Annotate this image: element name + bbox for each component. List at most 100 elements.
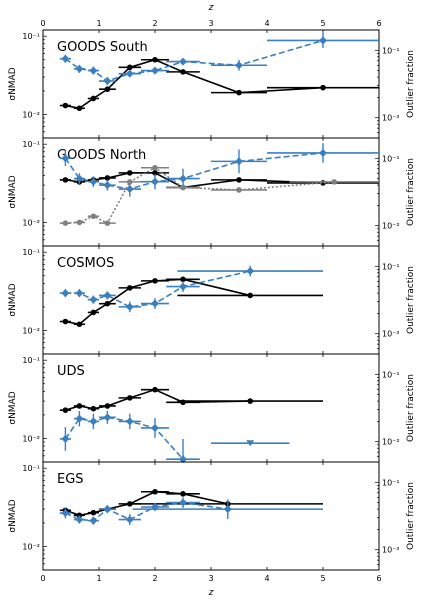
right-y-tick-label: 10⁻² bbox=[382, 438, 400, 447]
data-point bbox=[104, 86, 111, 93]
data-point bbox=[103, 77, 112, 86]
x-tick-label: 6 bbox=[376, 574, 381, 583]
data-point bbox=[179, 282, 187, 291]
left-y-axis-label: σNMAD bbox=[8, 175, 18, 208]
data-point bbox=[76, 512, 83, 519]
left-y-tick-label: 10⁻² bbox=[22, 326, 40, 335]
top-x-tick-label: 6 bbox=[376, 19, 381, 28]
data-point bbox=[235, 157, 243, 166]
data-point bbox=[104, 220, 111, 226]
data-point bbox=[151, 177, 159, 186]
data-point bbox=[180, 184, 186, 191]
data-point bbox=[76, 403, 83, 409]
series-outlier-upper bbox=[211, 440, 290, 447]
right-y-axis-label: Outlier fraction bbox=[406, 50, 416, 118]
data-point bbox=[151, 66, 159, 75]
series-outlier bbox=[59, 265, 323, 313]
data-point bbox=[75, 174, 84, 183]
data-point bbox=[180, 69, 186, 75]
data-point bbox=[152, 164, 158, 171]
x-tick-label: 4 bbox=[264, 574, 269, 583]
data-point bbox=[89, 177, 98, 186]
panel-title: GOODS North bbox=[57, 148, 146, 163]
left-y-axis-label: σNMAD bbox=[8, 391, 18, 424]
data-point bbox=[61, 54, 70, 63]
data-point bbox=[62, 407, 69, 413]
right-y-tick-label: 10⁻¹ bbox=[382, 46, 400, 55]
data-point bbox=[331, 179, 338, 185]
data-point bbox=[127, 64, 133, 71]
data-point bbox=[90, 309, 97, 316]
left-y-tick-label: 10⁻¹ bbox=[22, 248, 40, 257]
data-point bbox=[125, 515, 134, 524]
series-line bbox=[65, 270, 251, 308]
data-point bbox=[104, 300, 111, 307]
left-y-tick-label: 10⁻¹ bbox=[22, 32, 40, 41]
data-point bbox=[320, 84, 326, 91]
series-nmad bbox=[59, 56, 379, 112]
data-point bbox=[125, 302, 134, 311]
x-tick-label: 3 bbox=[208, 574, 213, 583]
series-line bbox=[65, 166, 335, 225]
data-point bbox=[125, 417, 134, 426]
series-line bbox=[64, 416, 184, 460]
data-point bbox=[104, 403, 111, 409]
data-point bbox=[152, 170, 158, 176]
data-point bbox=[89, 417, 98, 426]
top-x-tick-label: 4 bbox=[264, 19, 269, 28]
left-y-tick-label: 10⁻¹ bbox=[22, 356, 40, 365]
data-point bbox=[61, 289, 70, 298]
right-y-tick-label: 10⁻² bbox=[382, 114, 400, 123]
data-point bbox=[62, 318, 69, 325]
right-y-tick-label: 10⁻² bbox=[382, 330, 400, 339]
panel-title: GOODS South bbox=[57, 40, 148, 55]
right-y-axis-label: Outlier fraction bbox=[406, 158, 416, 226]
data-point bbox=[127, 179, 133, 185]
right-y-tick-label: 10⁻² bbox=[382, 222, 400, 231]
data-point bbox=[152, 278, 158, 284]
series-outlier bbox=[59, 497, 323, 525]
series-line bbox=[65, 58, 324, 110]
data-point bbox=[127, 395, 133, 401]
data-point bbox=[247, 292, 253, 299]
top-x-tick-label: 2 bbox=[152, 19, 157, 28]
data-point bbox=[319, 148, 327, 157]
data-point bbox=[179, 455, 187, 464]
series-nmad bbox=[59, 386, 323, 413]
panel-title: EGS bbox=[57, 472, 84, 487]
data-point bbox=[152, 386, 158, 393]
left-y-tick-label: 10⁻¹ bbox=[22, 140, 40, 149]
data-point bbox=[223, 505, 232, 514]
series-nmad bbox=[59, 276, 323, 328]
panel-goods-south: 0 1 2 3 4 5 6 10⁻¹ 10⁻² 10⁻¹ 10⁻² σNMAD Outlier frac… bbox=[8, 19, 416, 139]
left-y-tick-label: 10⁻² bbox=[22, 542, 40, 551]
left-y-tick-label: 10⁻¹ bbox=[22, 464, 40, 473]
data-point bbox=[76, 321, 83, 328]
data-point bbox=[127, 170, 133, 176]
data-point bbox=[62, 220, 69, 226]
data-point bbox=[152, 488, 158, 495]
data-point bbox=[151, 423, 159, 432]
data-point bbox=[103, 181, 112, 190]
panel-egs: 0 1 2 3 4 5 6 10⁻¹ 10⁻² 10⁻¹ 10⁻² σNMAD Outlier frac… bbox=[8, 461, 416, 583]
series-outlier bbox=[59, 32, 379, 86]
data-point bbox=[62, 102, 69, 109]
data-point bbox=[76, 219, 83, 226]
data-point bbox=[75, 289, 84, 298]
top-x-tick-label: 0 bbox=[40, 19, 45, 28]
left-y-axis-label: σNMAD bbox=[8, 499, 18, 532]
data-point bbox=[89, 516, 98, 525]
data-point bbox=[246, 267, 255, 276]
left-y-tick-label: 10⁻² bbox=[22, 434, 40, 443]
right-y-tick-label: 10⁻¹ bbox=[382, 262, 400, 271]
data-point bbox=[90, 95, 97, 102]
data-point bbox=[90, 405, 97, 412]
data-point bbox=[152, 56, 158, 63]
top-x-axis-label: z bbox=[208, 3, 214, 13]
data-point bbox=[61, 154, 70, 163]
top-x-tick-label: 3 bbox=[208, 19, 213, 28]
data-point bbox=[89, 295, 98, 304]
bottom-x-axis-label: z bbox=[208, 588, 214, 598]
data-point bbox=[104, 175, 111, 181]
